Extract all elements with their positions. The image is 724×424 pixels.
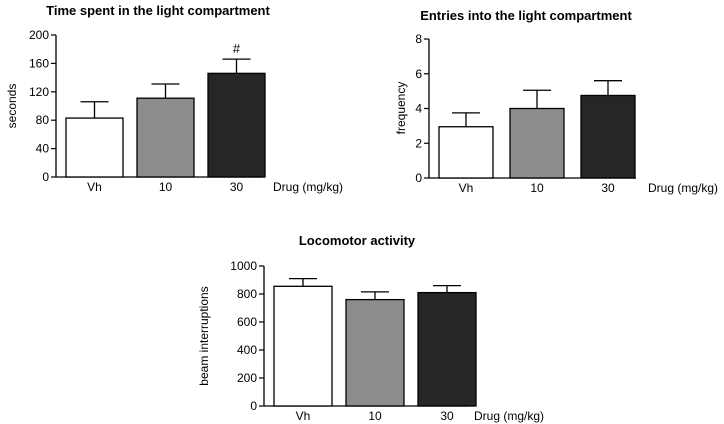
y-tick-label: 4 (415, 102, 422, 116)
y-tick-label: 0 (415, 171, 422, 185)
chart-title: Entries into the light compartment (420, 8, 632, 23)
x-tick-label: Vh (87, 180, 102, 194)
y-tick-label: 600 (237, 315, 257, 329)
chart-locomotor-activity: Locomotor activity 0 200 400 600 800 1000 beam … (197, 233, 544, 423)
chart-entries-into-light: Entries into the light compartment 0 2 4 6 8 f… (394, 8, 718, 195)
x-tick-label: 30 (601, 181, 615, 195)
y-tick-label: 800 (237, 287, 257, 301)
y-axis-label: frequency (394, 82, 408, 135)
x-tick-label: 10 (368, 409, 382, 423)
y-tick-label: 400 (237, 343, 257, 357)
x-axis-label: Drug (mg/kg) (273, 180, 343, 194)
y-tick-label: 40 (36, 142, 50, 156)
y-axis-label: beam interruptions (197, 286, 211, 385)
bar-vh (438, 126, 494, 179)
chart-time-in-light: Time spent in the light compartment 0 40 80… (5, 3, 343, 194)
x-tick-label: Vh (296, 409, 311, 423)
bar-30 (417, 291, 477, 407)
significance-marker: # (233, 41, 241, 56)
y-tick-label: 200 (29, 28, 49, 42)
y-tick-label: 2 (415, 136, 422, 150)
chart-title: Time spent in the light compartment (46, 3, 270, 18)
x-axis-label: Drug (mg/kg) (648, 181, 718, 195)
y-tick-label: 0 (250, 399, 257, 413)
x-tick-label: Vh (459, 181, 474, 195)
y-tick-label: 120 (29, 85, 49, 99)
bar-vh (273, 285, 333, 407)
x-axis-label: Drug (mg/kg) (474, 409, 544, 423)
bar-vh (65, 117, 124, 178)
bar-30 (580, 94, 636, 179)
y-tick-label: 200 (237, 371, 257, 385)
bar-10 (509, 107, 565, 179)
y-tick-label: 160 (29, 56, 49, 70)
y-tick-label: 1000 (230, 259, 257, 273)
bar-30 (207, 72, 266, 178)
x-tick-label: 30 (230, 180, 244, 194)
bar-10 (345, 298, 405, 407)
x-tick-label: 10 (159, 180, 173, 194)
chart-title: Locomotor activity (299, 233, 416, 248)
bar-10 (136, 97, 195, 178)
y-tick-label: 0 (42, 170, 49, 184)
y-tick-label: 80 (36, 113, 50, 127)
y-tick-label: 8 (415, 32, 422, 46)
x-tick-label: 10 (530, 181, 544, 195)
y-tick-label: 6 (415, 67, 422, 81)
y-axis-label: seconds (5, 84, 19, 129)
x-tick-label: 30 (440, 409, 454, 423)
